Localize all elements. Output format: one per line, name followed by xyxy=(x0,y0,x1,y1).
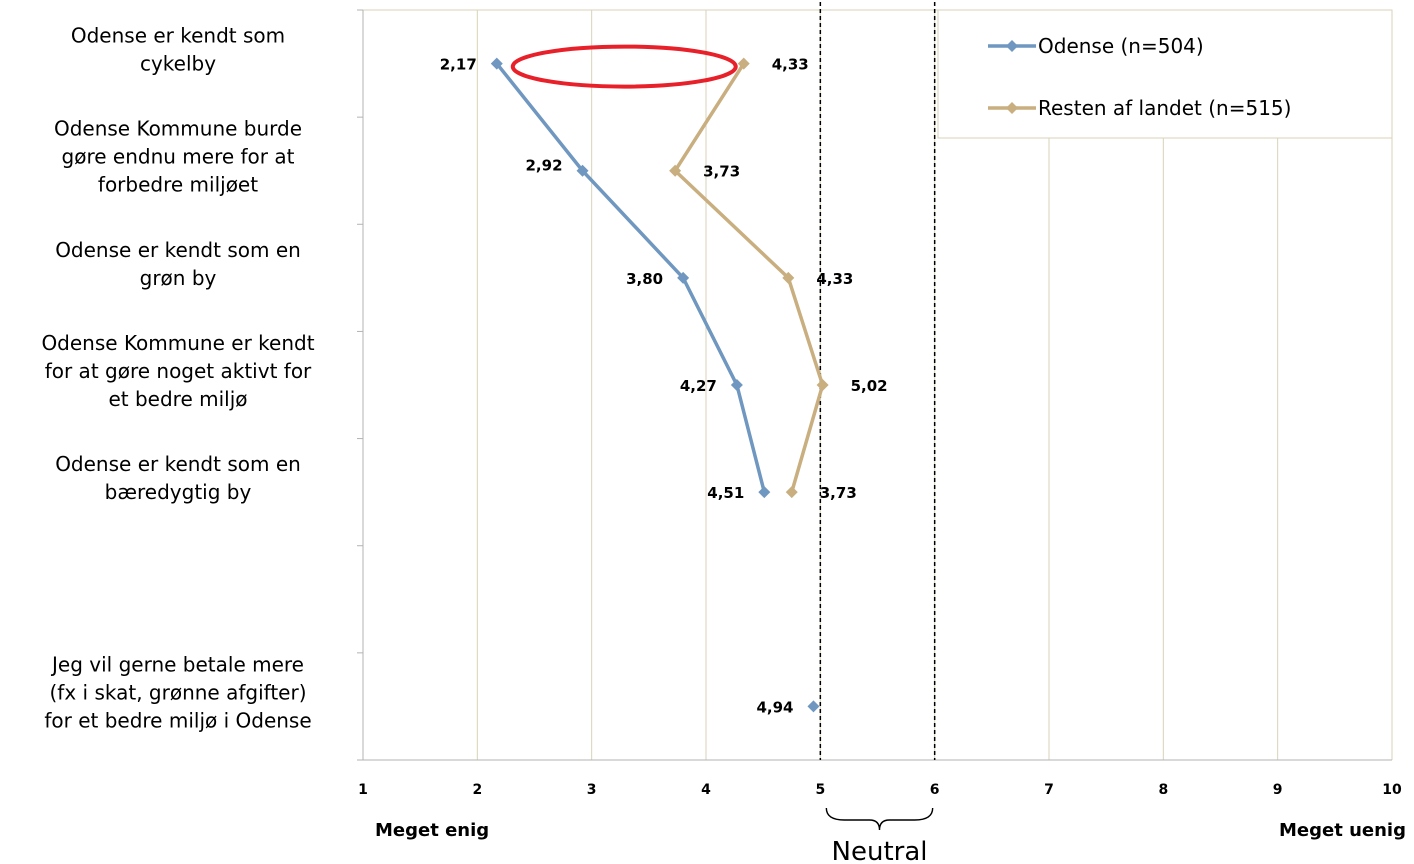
data-label-series-2: 3,73 xyxy=(820,484,857,502)
data-label-series-2: 3,73 xyxy=(703,163,740,181)
data-label-series-2: 4,33 xyxy=(772,56,809,74)
category-label: for et bedre miljø i Odense xyxy=(44,708,311,732)
x-tick-label: 5 xyxy=(815,782,825,798)
data-label-series-1: 4,51 xyxy=(707,484,744,502)
data-point-marker xyxy=(737,57,750,70)
category-label: forbedre miljøet xyxy=(98,173,258,197)
category-labels: Odense er kendt som cykelby Odense Kommune… xyxy=(41,24,314,733)
data-label-series-1: 2,92 xyxy=(526,157,563,175)
category-label: cykelby xyxy=(140,52,216,76)
category-label: for at gøre noget aktivt for xyxy=(45,359,312,383)
x-tick-label: 3 xyxy=(587,782,597,798)
x-right-label: Meget uenig xyxy=(1279,820,1406,841)
legend-entry-2: Resten af landet (n=515) xyxy=(1038,96,1291,120)
highlight xyxy=(510,44,738,89)
data-point-marker xyxy=(785,486,798,499)
category-label: Odense Kommune burde xyxy=(54,117,302,141)
x-tick-label: 9 xyxy=(1273,782,1283,798)
data-point-marker xyxy=(758,486,771,499)
data-point-marker xyxy=(490,57,503,70)
category-label: Jeg vil gerne betale mere xyxy=(50,652,304,676)
category-label: et bedre miljø xyxy=(108,387,247,411)
highlight-ellipse xyxy=(510,44,738,89)
data-label-series-1: 3,80 xyxy=(626,270,663,288)
neutral-brace xyxy=(825,807,934,831)
category-label: gøre endnu mere for at xyxy=(62,145,295,169)
data-label-series-2: 5,02 xyxy=(851,377,888,395)
x-tick-label: 4 xyxy=(701,782,711,798)
data-point-marker xyxy=(669,164,682,177)
data-labels: 2,17 2,92 3,80 4,27 4,51 4,94 4,33 3,73 4,33 5,02… xyxy=(440,56,888,717)
data-point-marker xyxy=(677,271,690,284)
legend: Odense (n=504) Resten af landet (n=515) xyxy=(937,9,1393,139)
category-label: Odense er kendt som en xyxy=(55,238,301,262)
data-point-marker xyxy=(782,271,795,284)
x-tick-label: 10 xyxy=(1382,782,1402,798)
category-label: grøn by xyxy=(140,266,217,290)
series xyxy=(490,57,829,713)
legend-marker-2 xyxy=(1006,102,1018,114)
neutral-zone: Neutral xyxy=(819,2,936,864)
x-tick-label: 8 xyxy=(1158,782,1168,798)
x-tick-label: 2 xyxy=(472,782,482,798)
data-label-series-1: 2,17 xyxy=(440,56,477,74)
category-label: Odense Kommune er kendt xyxy=(41,331,314,355)
data-point-marker xyxy=(730,379,743,391)
data-point-marker xyxy=(807,700,820,713)
data-point-marker xyxy=(816,379,829,391)
neutral-label: Neutral xyxy=(832,837,928,864)
x-tick-label: 6 xyxy=(930,782,940,798)
data-label-series-1: 4,27 xyxy=(680,377,717,395)
axes: 1 2 3 4 5 6 7 8 9 10 Meget enig Meget uenig xyxy=(357,9,1406,841)
category-label: bæredygtig by xyxy=(105,480,252,504)
data-label-series-2: 4,33 xyxy=(816,270,853,288)
data-point-marker xyxy=(576,164,589,177)
x-tick-label: 1 xyxy=(358,782,368,798)
x-left-label: Meget enig xyxy=(375,820,489,841)
category-label: Odense er kendt som xyxy=(71,24,285,48)
category-label: (fx i skat, grønne afgifter) xyxy=(50,680,307,704)
legend-entry-1: Odense (n=504) xyxy=(1038,34,1204,58)
legend-marker-1 xyxy=(1006,40,1018,52)
data-label-series-1: 4,94 xyxy=(756,698,793,716)
category-label: Odense er kendt som en xyxy=(55,452,301,476)
x-tick-label: 7 xyxy=(1044,782,1054,798)
legend-box xyxy=(937,9,1393,139)
